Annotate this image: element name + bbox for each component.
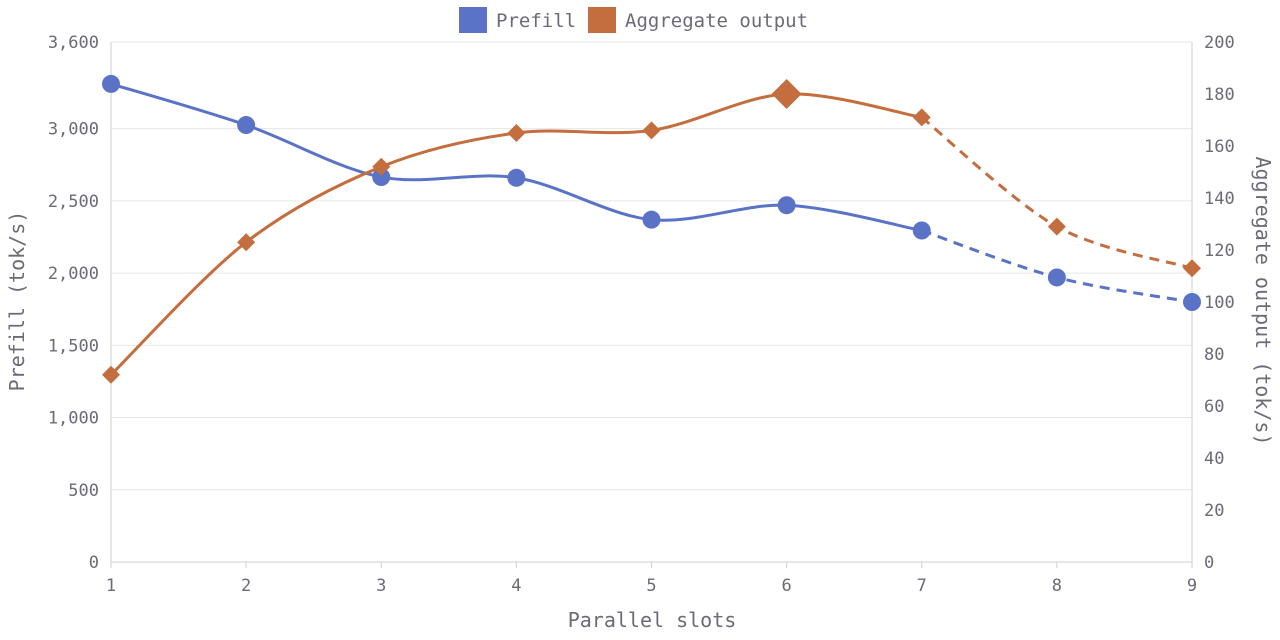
point-aggregate-output: [642, 121, 661, 140]
x-tick-label: 7: [917, 576, 927, 596]
x-axis-title: Parallel slots: [568, 608, 737, 632]
legend-label-aggregate-output: Aggregate output: [625, 10, 808, 32]
y-right-tick-label: 200: [1204, 33, 1235, 53]
y-left-tick-label: 1,000: [48, 409, 99, 429]
y-left-axis-title: Prefill (tok/s): [5, 211, 29, 392]
point-prefill: [102, 74, 120, 93]
y-right-tick-label: 160: [1204, 137, 1235, 157]
point-aggregate-output: [912, 108, 931, 127]
x-tick-label: 9: [1187, 576, 1197, 596]
y-right-tick-label: 60: [1204, 397, 1224, 417]
y-left-tick-label: 2,500: [48, 192, 99, 212]
y-right-tick-label: 40: [1204, 449, 1224, 469]
point-prefill: [1047, 268, 1066, 287]
point-highlight-aggregate-output: [771, 79, 802, 109]
series-layer: [102, 74, 1201, 384]
y-left-tick-label: 2,000: [48, 264, 99, 284]
point-aggregate-output: [1183, 259, 1201, 278]
point-prefill: [372, 168, 391, 187]
y-right-tick-label: 180: [1204, 85, 1235, 105]
series-line-prefill: [109, 82, 924, 232]
x-tick-label: 3: [376, 576, 386, 596]
x-tick-label: 8: [1052, 576, 1062, 596]
point-aggregate-output: [237, 233, 256, 252]
y-left-tick-label: 1,500: [48, 336, 99, 356]
point-prefill: [237, 116, 256, 135]
x-tick-label: 1: [106, 576, 116, 596]
x-tick-label: 5: [646, 576, 656, 596]
y-right-tick-label: 140: [1204, 189, 1235, 209]
y-right-tick-label: 100: [1204, 293, 1235, 313]
legend-label-prefill: Prefill: [496, 10, 576, 32]
point-prefill: [507, 168, 526, 187]
legend-swatch-aggregate-output: [588, 7, 616, 33]
y-right-tick-label: 0: [1204, 553, 1214, 573]
y-right-axis-title: Aggregate output (tok/s): [1251, 157, 1275, 446]
point-prefill: [642, 210, 661, 229]
point-prefill: [777, 196, 796, 215]
x-tick-label: 4: [511, 576, 521, 596]
point-aggregate-output: [1047, 217, 1066, 236]
y-right-tick-label: 120: [1204, 241, 1235, 261]
grid: [111, 41, 1192, 491]
y-left-tick-label: 3,600: [48, 33, 99, 53]
point-aggregate-output: [372, 157, 391, 176]
y-right-tick-label: 20: [1204, 501, 1224, 521]
legend-swatch-prefill: [459, 7, 487, 33]
axes: 0 500 1,000 1,500 2,000 2,500 3,000 3,600 0 20 40 6…: [48, 33, 1235, 596]
point-aggregate-output: [507, 124, 526, 142]
series-line-projected-prefill: [921, 229, 1193, 304]
legend: Prefill Aggregate output: [459, 7, 808, 33]
point-prefill: [1183, 293, 1201, 311]
point-prefill: [912, 221, 931, 240]
y-right-tick-label: 80: [1204, 345, 1224, 365]
point-aggregate-output: [102, 365, 120, 384]
y-left-tick-label: 500: [68, 481, 99, 501]
y-left-tick-label: 0: [89, 553, 99, 573]
x-tick-label: 6: [782, 576, 792, 596]
y-left-tick-label: 3,000: [48, 120, 99, 140]
x-tick-label: 2: [241, 576, 251, 596]
